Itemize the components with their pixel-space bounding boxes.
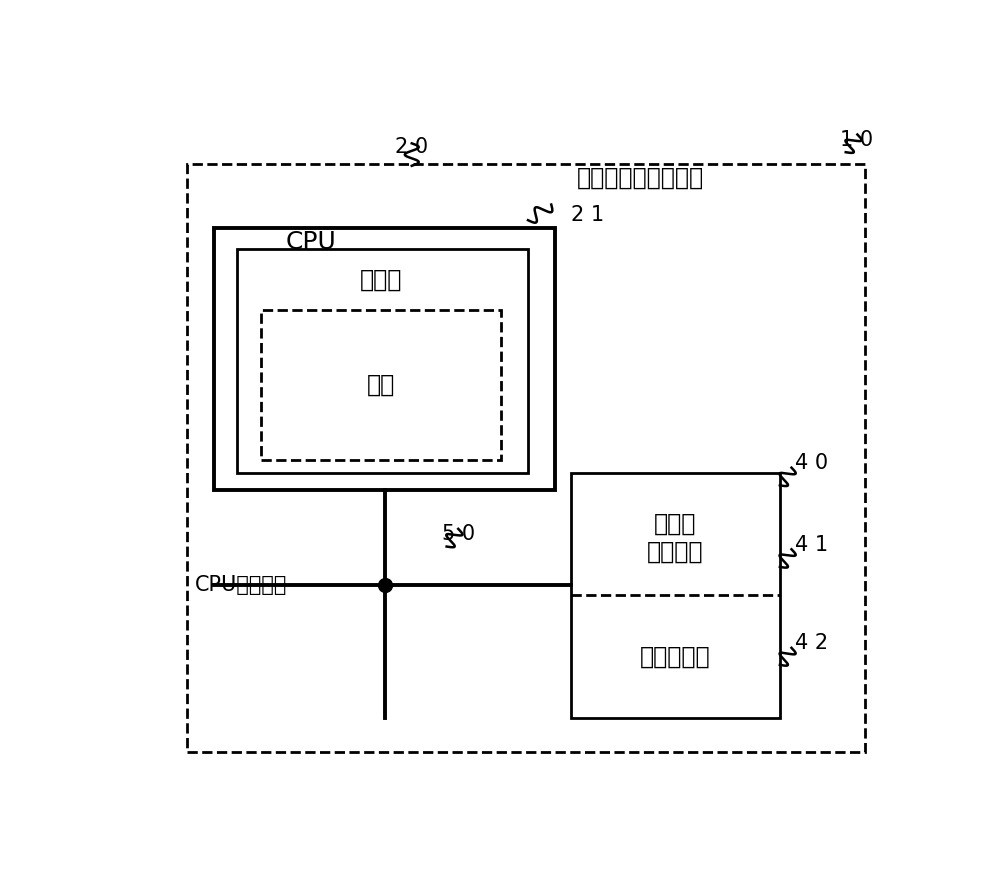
Bar [187,163,865,752]
Text: 2 0: 2 0 [395,137,428,156]
Bar [237,249,528,473]
Text: 2 1: 2 1 [571,205,604,224]
Text: 非诊断区域: 非诊断区域 [640,645,711,668]
Text: 存储器
诊断区域: 存储器 诊断区域 [647,512,704,563]
Text: 存储器: 存储器 [360,268,402,291]
Text: 软件: 软件 [367,373,395,396]
Text: 1 0: 1 0 [840,130,873,150]
Text: 5 0: 5 0 [442,525,475,544]
Text: 4 0: 4 0 [795,453,828,473]
Text: 4 1: 4 1 [795,534,828,555]
Text: 4 2: 4 2 [795,633,828,653]
Bar [571,473,780,718]
Text: 存储器故障诊断装置: 存储器故障诊断装置 [577,165,704,189]
Text: CPU: CPU [286,230,336,254]
Bar [261,310,501,459]
Bar [214,229,555,490]
Text: CPU外部总线: CPU外部总线 [195,576,287,595]
